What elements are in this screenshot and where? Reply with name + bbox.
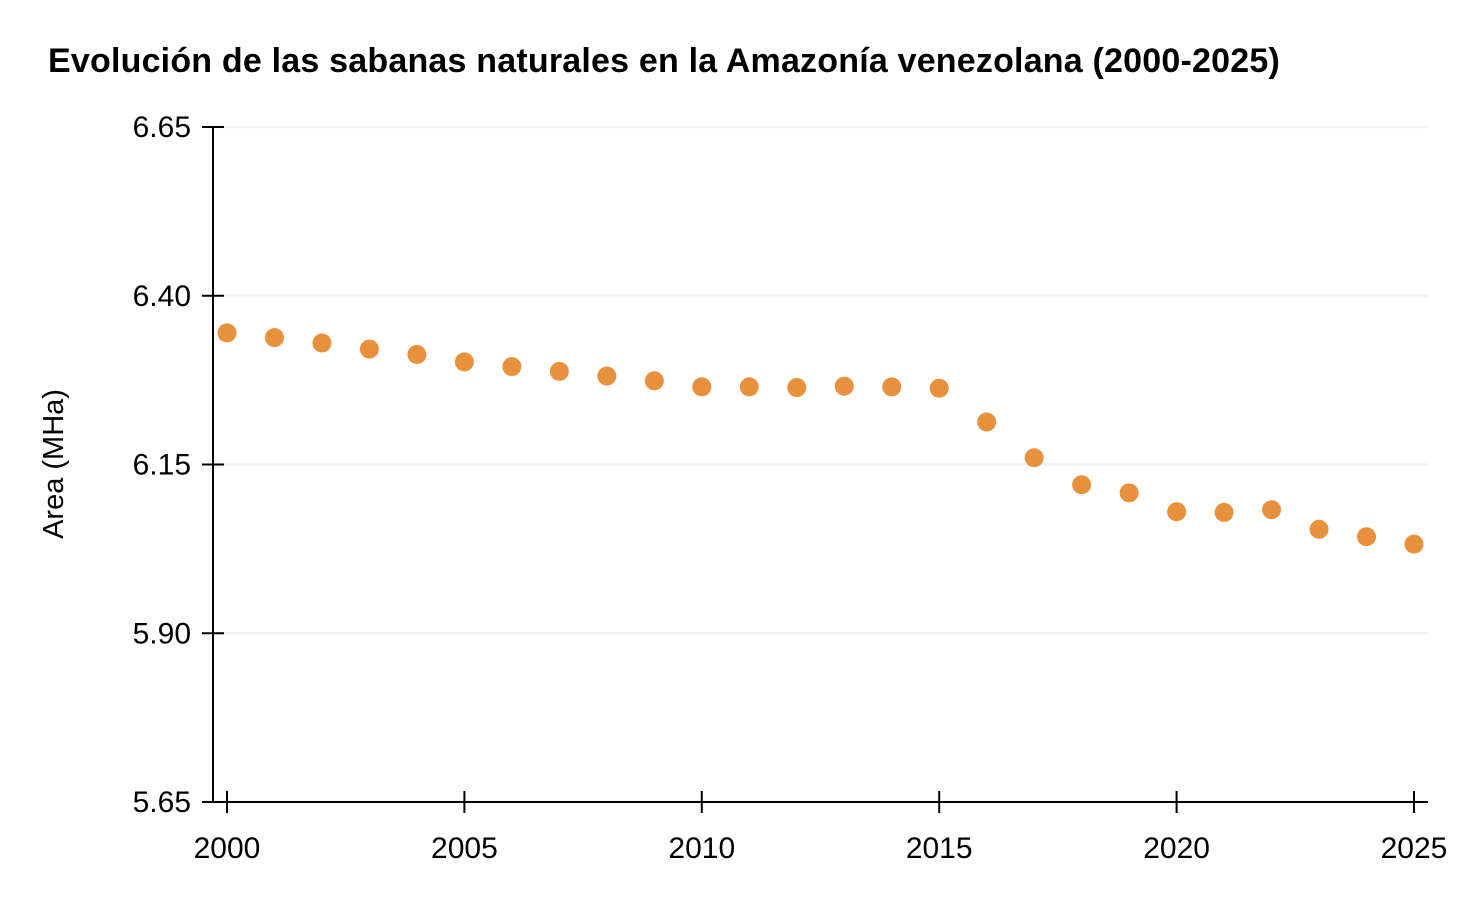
data-point	[1214, 502, 1234, 522]
x-tick-label: 2010	[668, 832, 735, 865]
data-point	[1404, 534, 1424, 554]
data-point	[549, 361, 569, 381]
y-tick-label: 6.15	[133, 449, 191, 482]
data-point	[692, 377, 712, 397]
data-point	[1024, 448, 1044, 468]
data-point	[644, 371, 664, 391]
x-tick-label: 2025	[1381, 832, 1448, 865]
data-point	[217, 323, 237, 343]
data-point	[977, 412, 997, 432]
data-point	[834, 376, 854, 396]
data-point	[1167, 502, 1187, 522]
y-axis-label: Area (MHa)	[38, 389, 70, 539]
data-point	[407, 344, 427, 364]
data-point	[359, 339, 379, 359]
data-point	[454, 352, 474, 372]
data-point	[1262, 500, 1282, 520]
x-tick-label: 2005	[431, 832, 498, 865]
chart-title: Evolución de las sabanas naturales en la…	[48, 42, 1280, 80]
data-point	[1357, 527, 1377, 547]
y-tick-label: 6.40	[133, 280, 191, 313]
data-point	[1309, 519, 1329, 539]
data-point	[597, 366, 617, 386]
data-point	[502, 357, 522, 377]
data-point	[929, 378, 949, 398]
y-tick-label: 5.90	[133, 617, 191, 650]
x-tick-label: 2015	[906, 832, 973, 865]
data-point	[264, 328, 284, 348]
data-point	[1072, 475, 1092, 495]
data-point	[787, 378, 807, 398]
y-tick-label: 6.65	[133, 111, 191, 144]
x-tick-label: 2020	[1143, 832, 1210, 865]
x-tick-label: 2000	[194, 832, 261, 865]
y-tick-label: 5.65	[133, 786, 191, 819]
data-point	[312, 333, 332, 353]
data-point	[1119, 483, 1139, 503]
data-point	[739, 377, 759, 397]
data-point	[882, 377, 902, 397]
